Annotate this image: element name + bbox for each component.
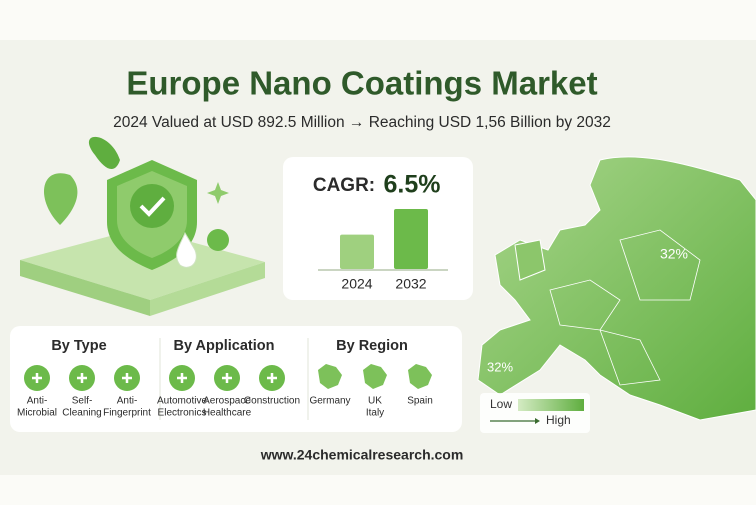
segment-item: Anti- — [117, 396, 138, 407]
map-label: 32% — [660, 246, 688, 262]
segment-item: Healthcare — [203, 408, 252, 419]
icon-glyph — [122, 373, 132, 383]
cagr-label: CAGR: — [313, 175, 375, 196]
segment-item: Self- — [72, 396, 93, 407]
segment-item: Construction — [244, 396, 300, 407]
map-label: 32% — [487, 359, 513, 374]
segment-item: Italy — [366, 408, 384, 419]
segment-title: By Type — [51, 338, 106, 354]
bar — [340, 234, 374, 269]
segment-item: Aerospace — [203, 396, 251, 407]
subtitle: 2024 Valued at USD 892.5 Million → Reach… — [113, 114, 611, 131]
segment-item: Automotive — [157, 396, 207, 407]
legend-arrowhead — [535, 418, 540, 424]
segment-item: UK — [368, 396, 382, 407]
region-icon — [318, 364, 342, 389]
map — [477, 156, 756, 421]
segment-title: By Region — [336, 338, 408, 354]
cagr-card — [283, 157, 473, 300]
icon-glyph — [267, 373, 277, 383]
footer-url: www.24chemicalresearch.com — [260, 447, 464, 463]
segments: By TypeAnti-MicrobialSelf-CleaningAnti-F… — [17, 338, 433, 420]
cagr-value: 6.5% — [384, 171, 441, 199]
legend-low: Low — [490, 397, 512, 411]
segment-item: Spain — [407, 396, 433, 407]
segment-title: By Application — [174, 338, 275, 354]
legend-high: High — [546, 413, 571, 427]
bar-category: 2024 — [341, 276, 372, 292]
segment-item: Cleaning — [62, 408, 101, 419]
segment-item: Anti- — [27, 396, 48, 407]
bar-chart: 2024 2032 — [340, 209, 428, 292]
region-icon — [408, 364, 432, 389]
illustration — [20, 136, 265, 316]
segment-item: Fingerprint — [103, 408, 151, 419]
icon-glyph — [177, 373, 187, 383]
segment-item: Electronics — [158, 408, 207, 419]
icon-glyph — [77, 373, 87, 383]
segment-item: Germany — [309, 396, 350, 407]
bar — [394, 209, 428, 269]
bar-category: 2032 — [395, 276, 426, 292]
region-icon — [363, 364, 387, 389]
icon-glyph — [32, 373, 42, 383]
icon-glyph — [222, 373, 232, 383]
legend-scale — [518, 399, 584, 411]
segment-item: Microbial — [17, 408, 57, 419]
title: Europe Nano Coatings Market — [126, 65, 597, 102]
